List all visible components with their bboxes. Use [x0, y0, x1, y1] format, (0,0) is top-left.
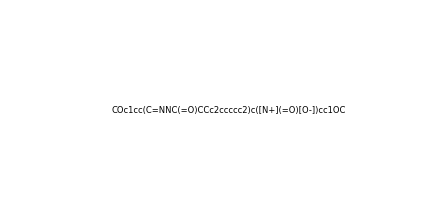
- Text: COc1cc(C=NNC(=O)CCc2ccccc2)c([N+](=O)[O-])cc1OC: COc1cc(C=NNC(=O)CCc2ccccc2)c([N+](=O)[O-…: [112, 106, 346, 115]
